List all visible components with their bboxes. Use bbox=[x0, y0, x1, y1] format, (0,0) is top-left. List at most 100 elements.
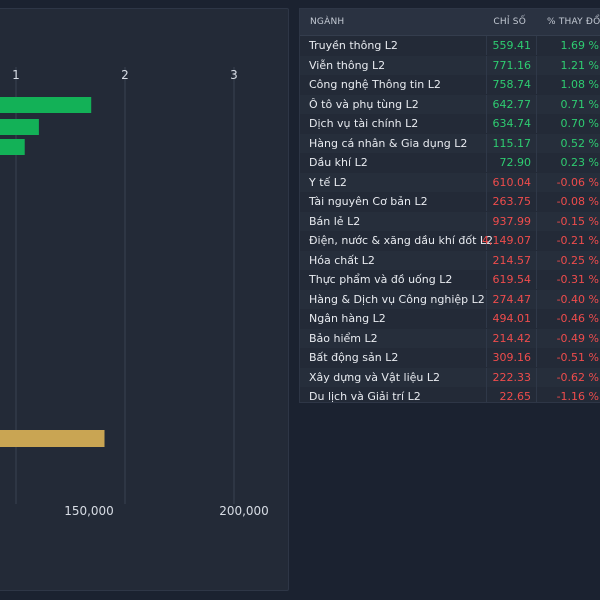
sector-index-value: 619.54 bbox=[492, 273, 532, 286]
table-row[interactable]: Tài nguyên Cơ bản L2 263.75 -0.08 % bbox=[300, 192, 600, 211]
sector-name: Điện, nước & xăng dầu khí đốt L2 bbox=[309, 234, 494, 247]
column-divider bbox=[486, 172, 487, 192]
table-row[interactable]: Ngân hàng L2 494.01 -0.46 % bbox=[300, 309, 600, 328]
column-divider bbox=[536, 270, 537, 289]
sector-change-value: -0.15 % bbox=[556, 214, 599, 228]
sector-name: Viễn thông L2 bbox=[309, 58, 386, 72]
sector-change-value: -0.40 % bbox=[556, 292, 599, 306]
header-index[interactable]: CHỈ SỐ bbox=[493, 17, 526, 27]
bar-gold bbox=[0, 430, 105, 447]
sector-name: Ô tô và phụ tùng L2 bbox=[309, 97, 419, 111]
bar-green bbox=[0, 119, 39, 135]
column-divider bbox=[536, 55, 537, 75]
column-divider bbox=[536, 309, 537, 328]
sector-change-value: 0.71 % bbox=[560, 97, 599, 111]
column-divider bbox=[486, 94, 487, 114]
sector-change-value: -0.25 % bbox=[556, 253, 599, 267]
sector-change-value: -0.08 % bbox=[556, 195, 599, 208]
sector-name: Xây dựng và Vật liệu L2 bbox=[309, 370, 440, 384]
sector-change-value: 1.08 % bbox=[560, 78, 599, 91]
sector-name: Hóa chất L2 bbox=[309, 253, 375, 267]
x-tick-label: 150,000 bbox=[64, 504, 114, 518]
sector-change-value: -0.06 % bbox=[556, 175, 599, 189]
sector-index-value: 274.47 bbox=[492, 292, 532, 306]
sector-change-value: -0.62 % bbox=[556, 370, 599, 384]
sector-name: Hàng cá nhân & Gia dụng L2 bbox=[309, 136, 468, 150]
column-divider bbox=[486, 36, 487, 55]
column-divider bbox=[486, 328, 487, 348]
column-divider bbox=[536, 153, 537, 172]
sector-name: Truyền thông L2 bbox=[309, 39, 398, 52]
sector-change-value: 0.52 % bbox=[560, 136, 599, 150]
sector-index-value: 610.04 bbox=[492, 175, 532, 189]
column-divider bbox=[536, 289, 537, 309]
sector-name: Ngân hàng L2 bbox=[309, 312, 386, 325]
sector-name: Tài nguyên Cơ bản L2 bbox=[309, 195, 428, 208]
table-row[interactable]: Hàng cá nhân & Gia dụng L2 115.17 0.52 % bbox=[300, 133, 600, 153]
table-row[interactable]: Dịch vụ tài chính L2 634.74 0.70 % bbox=[300, 114, 600, 133]
sector-name: Dầu khí L2 bbox=[309, 156, 368, 169]
column-divider bbox=[536, 75, 537, 94]
table-row[interactable]: Bán lẻ L2 937.99 -0.15 % bbox=[300, 211, 600, 231]
sector-name: Du lịch và Giải trí L2 bbox=[309, 390, 421, 403]
column-divider bbox=[536, 250, 537, 270]
sector-index-value: 634.74 bbox=[492, 117, 532, 130]
column-divider bbox=[536, 348, 537, 367]
column-divider bbox=[486, 192, 487, 211]
bar-chart: 1 2 3 150,000 200,000 bbox=[0, 67, 269, 518]
table-row[interactable]: Bất động sản L2 309.16 -0.51 % bbox=[300, 348, 600, 367]
x-tick-label: 1 bbox=[12, 68, 20, 82]
sector-table: NGÀNH CHỈ SỐ % THAY ĐỔI Truyền thông L2 5… bbox=[299, 8, 600, 403]
column-divider bbox=[536, 211, 537, 231]
sector-index-value: 494.01 bbox=[492, 312, 532, 325]
sector-name: Bất động sản L2 bbox=[309, 351, 399, 364]
bar-green bbox=[0, 139, 25, 155]
sector-change-value: -0.46 % bbox=[556, 312, 599, 325]
table-row[interactable]: Xây dựng và Vật liệu L2 222.33 -0.62 % bbox=[300, 367, 600, 387]
sector-name: Thực phẩm và đồ uống L2 bbox=[309, 273, 453, 286]
table-row[interactable]: Điện, nước & xăng dầu khí đốt L2 4,149.07… bbox=[300, 231, 600, 250]
table-row[interactable]: Hàng & Dịch vụ Công nghiệp L2 274.47 -0.40… bbox=[300, 289, 600, 309]
sector-change-value: 0.70 % bbox=[560, 117, 599, 130]
column-divider bbox=[486, 367, 487, 387]
column-divider bbox=[486, 55, 487, 75]
sector-change-value: -0.21 % bbox=[556, 234, 599, 247]
column-divider bbox=[486, 211, 487, 231]
column-divider bbox=[486, 153, 487, 172]
table-row[interactable]: Thực phẩm và đồ uống L2 619.54 -0.31 % bbox=[300, 270, 600, 289]
sector-change-value: 1.69 % bbox=[560, 39, 599, 52]
sector-index-value: 222.33 bbox=[492, 370, 532, 384]
sector-index-value: 214.42 bbox=[492, 331, 532, 345]
header-sector[interactable]: NGÀNH bbox=[310, 17, 345, 27]
column-divider bbox=[536, 94, 537, 114]
bar-green bbox=[0, 97, 92, 113]
column-divider bbox=[486, 309, 487, 328]
table-row[interactable]: Viễn thông L2 771.16 1.21 % bbox=[300, 55, 600, 75]
x-tick-label: 2 bbox=[121, 68, 129, 82]
sector-index-value: 559.41 bbox=[492, 39, 532, 52]
sector-name: Bán lẻ L2 bbox=[309, 214, 361, 228]
header-change[interactable]: % THAY ĐỔI bbox=[547, 17, 600, 27]
chart-panel: 1 2 3 150,000 200,000 bbox=[0, 8, 289, 591]
column-divider bbox=[486, 114, 487, 133]
column-divider bbox=[536, 114, 537, 133]
table-row[interactable]: Y tế L2 610.04 -0.06 % bbox=[300, 172, 600, 192]
table-row[interactable]: Truyền thông L2 559.41 1.69 % bbox=[300, 36, 600, 55]
table-row[interactable]: Dầu khí L2 72.90 0.23 % bbox=[300, 153, 600, 172]
sector-index-value: 309.16 bbox=[492, 351, 532, 364]
table-row[interactable]: Công nghệ Thông tin L2 758.74 1.08 % bbox=[300, 75, 600, 94]
column-divider bbox=[486, 270, 487, 289]
x-tick-label: 3 bbox=[230, 68, 238, 82]
column-divider bbox=[536, 387, 537, 402]
sector-name: Bảo hiểm L2 bbox=[309, 331, 378, 345]
column-divider bbox=[536, 367, 537, 387]
column-divider bbox=[536, 36, 537, 55]
column-divider bbox=[486, 289, 487, 309]
table-header: NGÀNH CHỈ SỐ % THAY ĐỔI bbox=[300, 9, 600, 36]
sector-change-value: -0.49 % bbox=[556, 331, 599, 345]
table-row[interactable]: Hóa chất L2 214.57 -0.25 % bbox=[300, 250, 600, 270]
table-row[interactable]: Du lịch và Giải trí L2 22.65 -1.16 % bbox=[300, 387, 600, 403]
table-row[interactable]: Bảo hiểm L2 214.42 -0.49 % bbox=[300, 328, 600, 348]
table-row[interactable]: Ô tô và phụ tùng L2 642.77 0.71 % bbox=[300, 94, 600, 114]
sector-name: Dịch vụ tài chính L2 bbox=[309, 117, 419, 130]
